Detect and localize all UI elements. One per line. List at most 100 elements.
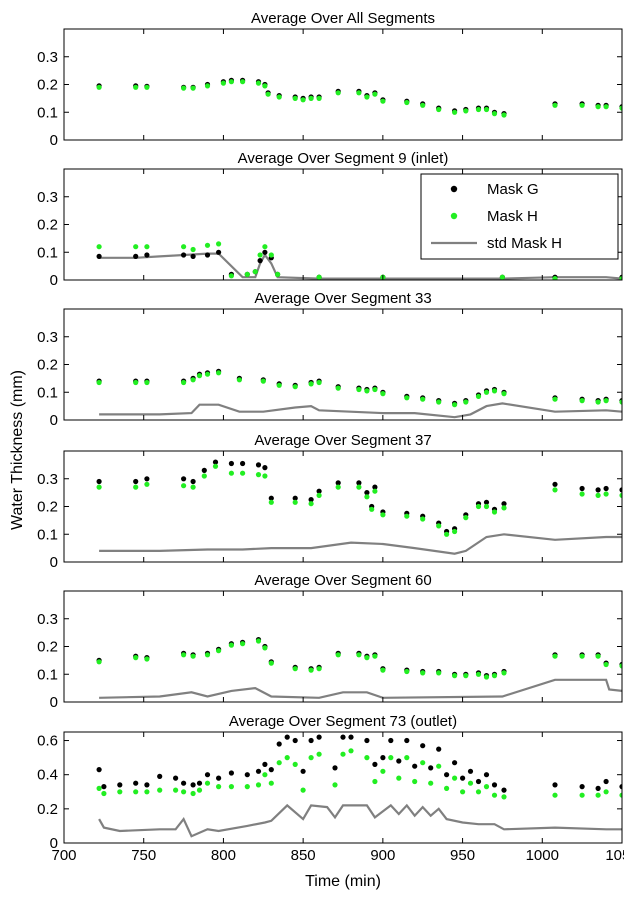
data-point <box>603 661 609 668</box>
data-point <box>190 253 196 259</box>
data-point <box>240 79 246 85</box>
x-tick-label: 1000 <box>526 847 559 864</box>
data-point <box>173 787 179 793</box>
data-point <box>181 244 187 250</box>
data-point <box>595 399 601 405</box>
data-point <box>335 480 341 486</box>
data-point <box>181 85 187 91</box>
data-point <box>436 399 442 405</box>
data-point <box>475 778 482 785</box>
data-point <box>452 775 458 781</box>
y-axis-label: Water Thickness (mm) <box>9 370 26 530</box>
data-point <box>157 787 163 793</box>
panel-title: Average Over Segment 60 <box>254 572 431 589</box>
data-point <box>228 273 234 279</box>
data-point <box>240 470 246 476</box>
data-point <box>144 782 150 788</box>
panel-title: Average Over All Segments <box>251 10 435 27</box>
data-point <box>133 780 139 786</box>
data-point <box>356 480 362 486</box>
data-point <box>276 760 282 766</box>
data-point <box>255 472 262 478</box>
data-point <box>364 490 370 496</box>
data-point <box>216 775 222 781</box>
data-point <box>133 244 139 250</box>
data-point <box>262 83 268 89</box>
data-point <box>308 95 314 101</box>
panel-1: Average Over All Segments 0 0.1 0.2 0.3 <box>37 10 623 149</box>
data-point <box>308 501 314 507</box>
data-point <box>501 787 507 793</box>
data-point <box>380 755 386 761</box>
data-point <box>265 91 271 97</box>
data-point <box>380 667 386 673</box>
y-tick-label: 0.3 <box>37 49 58 66</box>
data-point <box>501 112 507 118</box>
data-point <box>552 487 558 493</box>
data-point <box>444 772 450 778</box>
panel-data <box>96 77 622 118</box>
data-point <box>412 763 418 769</box>
data-point <box>436 670 442 676</box>
data-point <box>552 396 558 402</box>
data-point <box>276 741 282 747</box>
panels: Average Over All Segments00.10.20.3Avera… <box>37 10 624 864</box>
data-point <box>228 642 234 648</box>
data-point <box>133 379 139 386</box>
data-point <box>133 655 139 661</box>
panel-data <box>96 368 622 419</box>
data-point <box>275 271 281 277</box>
data-point <box>404 755 410 761</box>
data-point <box>196 373 203 379</box>
data-point <box>204 252 211 258</box>
data-point <box>603 778 609 785</box>
series-std-mask-h-line <box>99 678 622 699</box>
data-point <box>308 737 314 744</box>
series-mask-g <box>96 459 622 535</box>
data-point <box>372 488 378 494</box>
data-point <box>619 487 622 493</box>
data-point <box>96 484 102 490</box>
data-point <box>372 386 378 393</box>
data-point <box>595 792 601 798</box>
data-point <box>372 484 378 490</box>
data-point <box>268 252 274 258</box>
data-point <box>284 755 290 761</box>
y-tick-label: 0.4 <box>37 767 58 784</box>
data-point <box>420 396 426 402</box>
data-point <box>201 473 207 479</box>
series-std-mask-h-line <box>99 402 622 419</box>
data-point <box>144 244 150 250</box>
data-point <box>308 755 314 761</box>
data-point <box>364 737 370 744</box>
data-point <box>292 737 298 744</box>
data-point <box>262 772 268 778</box>
data-point <box>96 84 102 90</box>
data-point <box>412 778 418 785</box>
data-point <box>404 99 410 106</box>
data-point <box>96 379 102 386</box>
data-point <box>396 758 402 764</box>
data-point <box>196 780 203 786</box>
panel-data <box>96 637 622 699</box>
data-point <box>603 104 609 110</box>
series-mask-h <box>96 463 622 537</box>
data-point <box>380 512 386 518</box>
data-point <box>190 246 196 253</box>
data-point <box>452 673 458 679</box>
series-mask-h <box>96 748 622 800</box>
data-point <box>380 768 386 774</box>
data-point <box>144 252 150 258</box>
data-point <box>262 249 268 255</box>
data-point <box>467 768 474 774</box>
data-point <box>428 765 434 771</box>
data-point <box>204 780 211 786</box>
series-mask-g <box>96 77 622 117</box>
data-point <box>284 734 290 740</box>
data-point <box>181 652 187 658</box>
data-point <box>619 399 622 405</box>
panel-data <box>96 241 622 280</box>
x-axis-label: Time (min) <box>305 873 381 890</box>
data-point <box>292 666 298 672</box>
y-tick-label: 0.1 <box>37 384 58 401</box>
